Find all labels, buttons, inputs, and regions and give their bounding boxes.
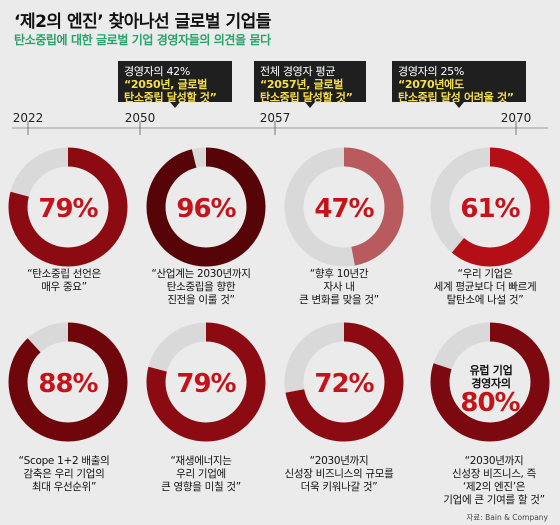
donut-value-arc bbox=[284, 147, 404, 267]
callout-label: 경영자의 25% bbox=[398, 65, 465, 78]
donut-caption: “2030년까지 신성장 비즈니스의 규모를 더욱 키워나갈 것” bbox=[275, 455, 403, 494]
callout-pointer bbox=[170, 102, 180, 108]
donut-2: 96% bbox=[146, 147, 266, 267]
caption-line: “우리 기업은 bbox=[457, 268, 513, 280]
donut-3: 47% bbox=[284, 147, 404, 267]
donut-value-label: 79% bbox=[38, 194, 98, 224]
callout-pointer bbox=[454, 102, 464, 108]
donut-value-label: 80% bbox=[460, 388, 520, 418]
donut-value-label: 47% bbox=[314, 194, 374, 224]
timeline-tick-label: 2022 bbox=[12, 111, 44, 125]
donut-value-arc bbox=[146, 147, 266, 267]
caption-line: 탈탄소에 나설 것” bbox=[446, 294, 524, 306]
timeline bbox=[12, 121, 548, 135]
donut-5: 88% bbox=[8, 322, 128, 442]
callout-highlight: “2070년에도 bbox=[398, 78, 464, 91]
callout-pointer bbox=[305, 102, 315, 108]
caption-line: 우리 기업에 bbox=[176, 468, 226, 480]
caption-line: 큰 변화를 맞을 것” bbox=[299, 294, 379, 306]
caption-line: 매우 중요” bbox=[41, 281, 87, 293]
donut-value-arc bbox=[8, 322, 128, 442]
inner-label-line: 경영자의 bbox=[471, 377, 511, 390]
caption-line: 신성장 비즈니스, 즉 bbox=[452, 468, 536, 480]
donut-value-label: 72% bbox=[314, 369, 374, 399]
caption-line: “탄소중립 선언은 bbox=[27, 268, 101, 280]
callout-highlight: 탄소중립 달성할 것” bbox=[124, 91, 217, 104]
donut-value-arc bbox=[284, 322, 404, 442]
callout-2050: 경영자의 42% “2050년, 글로벌 탄소중립 달성할 것” bbox=[118, 61, 232, 108]
caption-line: “산업계는 2030년까지 bbox=[151, 268, 251, 280]
callout-highlight: 탄소중립 달성할 것” bbox=[260, 91, 353, 104]
timeline-tick-label: 2070 bbox=[500, 111, 532, 125]
donut-value-arc bbox=[430, 147, 550, 267]
timeline-tick-label: 2057 bbox=[259, 111, 291, 125]
donut-6: 79% bbox=[146, 322, 266, 442]
caption-line: “재생에너지는 bbox=[170, 455, 232, 467]
donut-7: 72% bbox=[284, 322, 404, 442]
donut-caption: “향후 10년간 자사 내 큰 변화를 맞을 것” bbox=[275, 268, 403, 307]
donut-value-label: 88% bbox=[38, 369, 98, 399]
caption-line: 감축은 우리 기업의 bbox=[23, 468, 105, 480]
donut-caption: “2030년까지 신성장 비즈니스, 즉 ‘제2의 엔진’은 기업에 큰 기여를… bbox=[430, 455, 558, 507]
caption-line: 더욱 키워나갈 것” bbox=[300, 481, 378, 493]
donut-caption: “우리 기업은 세계 평균보다 더 빠르게 탈탄소에 나설 것” bbox=[421, 268, 549, 307]
callout-label: 경영자의 42% bbox=[124, 65, 191, 78]
caption-line: “2030년까지 bbox=[309, 455, 369, 467]
caption-line: 신성장 비즈니스의 규모를 bbox=[284, 468, 394, 480]
donut-1: 79% bbox=[8, 147, 128, 267]
callout-2070: 경영자의 25% “2070년에도 탄소중립 달성 어려울 것” bbox=[392, 61, 526, 108]
callout-highlight: 탄소중립 달성 어려울 것” bbox=[398, 91, 514, 104]
caption-line: ‘제2의 엔진’은 bbox=[462, 481, 526, 493]
donut-caption: “산업계는 2030년까지 탄소중립을 향한 진전을 이룰 것” bbox=[137, 268, 265, 307]
page-subtitle: 탄소중립에 대한 글로벌 기업 경영자들의 의견을 묻다 bbox=[14, 33, 271, 47]
caption-line: 큰 영향을 미칠 것” bbox=[161, 481, 241, 493]
page-title: ‘제2의 엔진’ 찾아나선 글로벌 기업들 bbox=[14, 12, 271, 32]
caption-line: 최대 우선순위” bbox=[31, 481, 97, 493]
caption-line: 진전을 이룰 것” bbox=[167, 294, 235, 306]
donut-value-label: 79% bbox=[176, 369, 236, 399]
callout-label: 전체 경영자 평균 bbox=[260, 65, 336, 78]
donut-caption: “탄소중립 선언은 매우 중요” bbox=[0, 268, 128, 294]
caption-line: 자사 내 bbox=[323, 281, 355, 293]
caption-line: 세계 평균보다 더 빠르게 bbox=[433, 281, 537, 293]
donut-caption: “재생에너지는 우리 기업에 큰 영향을 미칠 것” bbox=[137, 455, 265, 494]
donut-inner-label: 유럽 기업 경영자의 bbox=[451, 364, 531, 390]
donut-value-arc bbox=[430, 322, 550, 442]
donut-value-arc bbox=[146, 322, 266, 442]
donut-8: 80% bbox=[430, 322, 550, 442]
donut-caption: “Scope 1+2 배출의 감축은 우리 기업의 최대 우선순위” bbox=[0, 455, 128, 494]
caption-line: “2030년까지 bbox=[464, 455, 524, 467]
timeline-tick-label: 2050 bbox=[124, 111, 156, 125]
source-note: 자료: Bain & Company bbox=[466, 513, 548, 522]
caption-line: “향후 10년간 bbox=[309, 268, 369, 280]
donut-value-arc bbox=[8, 147, 128, 267]
inner-label-line: 유럽 기업 bbox=[469, 364, 513, 377]
donut-4: 61% bbox=[430, 147, 550, 267]
donut-value-label: 61% bbox=[460, 194, 520, 224]
callout-highlight: “2057년, 글로벌 bbox=[260, 78, 344, 91]
donut-value-label: 96% bbox=[176, 194, 236, 224]
callout-2057: 전체 경영자 평균 “2057년, 글로벌 탄소중립 달성할 것” bbox=[254, 61, 366, 108]
caption-line: 기업에 큰 기여를 할 것” bbox=[443, 494, 545, 506]
caption-line: “Scope 1+2 배출의 bbox=[18, 455, 110, 467]
callout-highlight: “2050년, 글로벌 bbox=[124, 78, 208, 91]
caption-line: 탄소중립을 향한 bbox=[166, 281, 236, 293]
